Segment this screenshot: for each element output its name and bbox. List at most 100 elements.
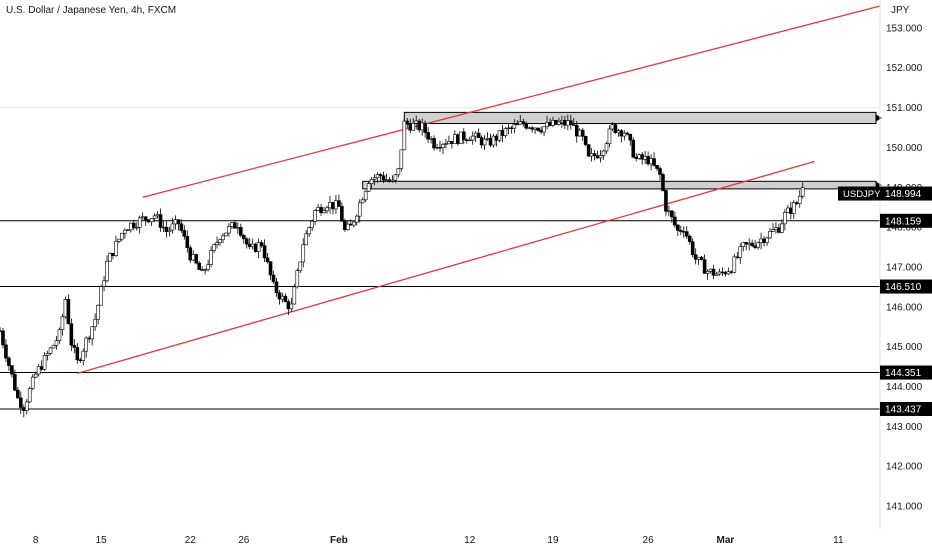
candle-body: [650, 159, 653, 164]
candle-body: [323, 211, 326, 213]
candle-body: [685, 232, 688, 237]
candle-body: [587, 145, 590, 156]
candle-body: [593, 154, 596, 156]
candle-body: [537, 128, 540, 130]
candle-body: [31, 377, 34, 388]
candle-body: [641, 155, 644, 160]
candle-body: [183, 231, 186, 237]
candle-body: [236, 227, 239, 228]
candle-body: [329, 202, 332, 208]
candle-body: [257, 243, 260, 252]
candle-body: [28, 389, 31, 402]
candle-body: [394, 175, 397, 180]
candle-body: [670, 211, 673, 217]
candle-body: [522, 122, 525, 124]
resistance-zone[interactable]: [404, 112, 876, 123]
level-price-text: 146.510: [885, 282, 922, 293]
candle-body: [272, 275, 275, 282]
price-tick-label: 144.000: [886, 382, 923, 393]
candle-body: [254, 244, 257, 252]
candle-body: [4, 345, 7, 358]
time-tick-label: 12: [464, 535, 476, 546]
candle-body: [126, 230, 129, 231]
candle-body: [439, 147, 442, 148]
candle-body: [557, 122, 560, 124]
candle-body: [132, 223, 135, 227]
candle-body: [777, 228, 780, 233]
candle-body: [605, 144, 608, 151]
candle-body: [465, 140, 468, 141]
candle-body: [430, 138, 433, 139]
candle-body: [540, 130, 543, 132]
candle-body: [789, 208, 792, 214]
level-price-text: 143.437: [885, 404, 922, 415]
candle-body: [192, 255, 195, 260]
candle-body: [436, 147, 439, 148]
candle-body: [468, 140, 471, 141]
candle-body: [795, 203, 798, 204]
candle-body: [55, 341, 58, 346]
candle-body: [647, 156, 650, 163]
candle-body: [207, 265, 210, 270]
candle-body: [162, 227, 165, 228]
level-price-text: 148.159: [885, 216, 922, 227]
candle-body: [13, 374, 16, 390]
candle-body: [498, 130, 501, 140]
candle-body: [730, 272, 733, 273]
candle-body: [337, 201, 340, 207]
candle-body: [320, 207, 323, 212]
candle-body: [165, 227, 168, 231]
candle-body: [444, 144, 447, 145]
candle-body: [85, 338, 88, 351]
candle-body: [418, 121, 421, 130]
time-tick-label: 11: [833, 535, 844, 546]
candle-body: [453, 135, 456, 144]
candle-body: [189, 248, 192, 260]
candle-body: [412, 123, 415, 130]
candle-body: [706, 271, 709, 273]
candle-body: [141, 217, 144, 218]
candle-body: [34, 374, 37, 377]
candle-body: [632, 140, 635, 157]
candle-body: [638, 155, 641, 159]
candle-body: [745, 242, 748, 244]
candle-body: [376, 174, 379, 177]
price-tick-label: 150.000: [886, 143, 923, 154]
candle-body: [103, 281, 106, 287]
candle-body: [760, 239, 763, 243]
candle-body: [180, 224, 183, 231]
candle-body: [168, 230, 171, 232]
candle-body: [305, 234, 308, 245]
candle-body: [171, 224, 174, 230]
candle-body: [424, 123, 427, 132]
time-tick-label: Mar: [717, 535, 735, 546]
channel-upper-line[interactable]: [143, 6, 880, 197]
price-tick-label: 145.000: [886, 342, 923, 353]
candle-body: [433, 138, 436, 148]
candle-body: [703, 260, 706, 274]
candle-body: [709, 269, 712, 271]
candle-body: [242, 235, 245, 238]
candle-body: [239, 227, 242, 235]
candle-body: [531, 128, 534, 130]
candle-body: [25, 402, 28, 411]
candle-body: [79, 360, 82, 361]
candle-body: [177, 220, 180, 224]
candle-body: [364, 191, 367, 200]
candle-body: [718, 272, 721, 274]
candle-body: [388, 180, 391, 182]
candle-body: [727, 272, 730, 274]
candle-body: [501, 130, 504, 135]
candle-body: [397, 168, 400, 174]
resistance-zone[interactable]: [363, 181, 876, 189]
candle-body: [70, 324, 73, 346]
candle-body: [159, 215, 162, 228]
candle-body: [153, 216, 156, 219]
candle-body: [504, 129, 507, 136]
candle-body: [281, 296, 284, 299]
candle-body: [106, 261, 109, 281]
candle-body: [82, 351, 85, 360]
candle-body: [46, 354, 49, 356]
candle-body: [91, 327, 94, 339]
